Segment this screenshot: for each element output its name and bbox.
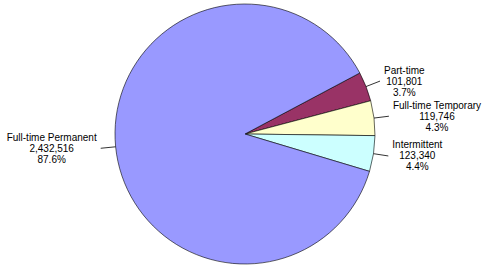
percentage-label: 87.6% [38,154,66,165]
value-label: 119,746 [419,111,455,122]
percentage-label: 3.7% [393,87,416,98]
label-group: Part-time101,8013.7% [384,65,425,98]
leader-line [374,116,389,118]
leader-line [101,147,116,148]
value-label: 2,432,516 [29,143,74,154]
label-group: Intermittent123,3404.4% [392,139,442,172]
chart: Part-time101,8013.7%Full-time Temporary1… [0,0,500,267]
percentage-label: 4.4% [406,161,429,172]
value-label: 123,340 [399,150,436,161]
slice-label: Part-time [384,65,425,76]
leader-line [374,154,389,156]
percentage-label: 4.3% [426,122,449,133]
pie-slice [115,4,370,264]
slice-label: Full-time Temporary [393,100,481,111]
pie [115,4,375,264]
slice-label: Intermittent [392,139,442,150]
value-label: 101,801 [386,76,423,87]
leader-line [366,81,380,86]
label-group: Full-time Temporary119,7464.3% [393,100,481,133]
label-group: Full-time Permanent2,432,51687.6% [7,132,97,165]
data-labels: Part-time101,8013.7%Full-time Temporary1… [7,65,481,173]
slice-label: Full-time Permanent [7,132,97,143]
